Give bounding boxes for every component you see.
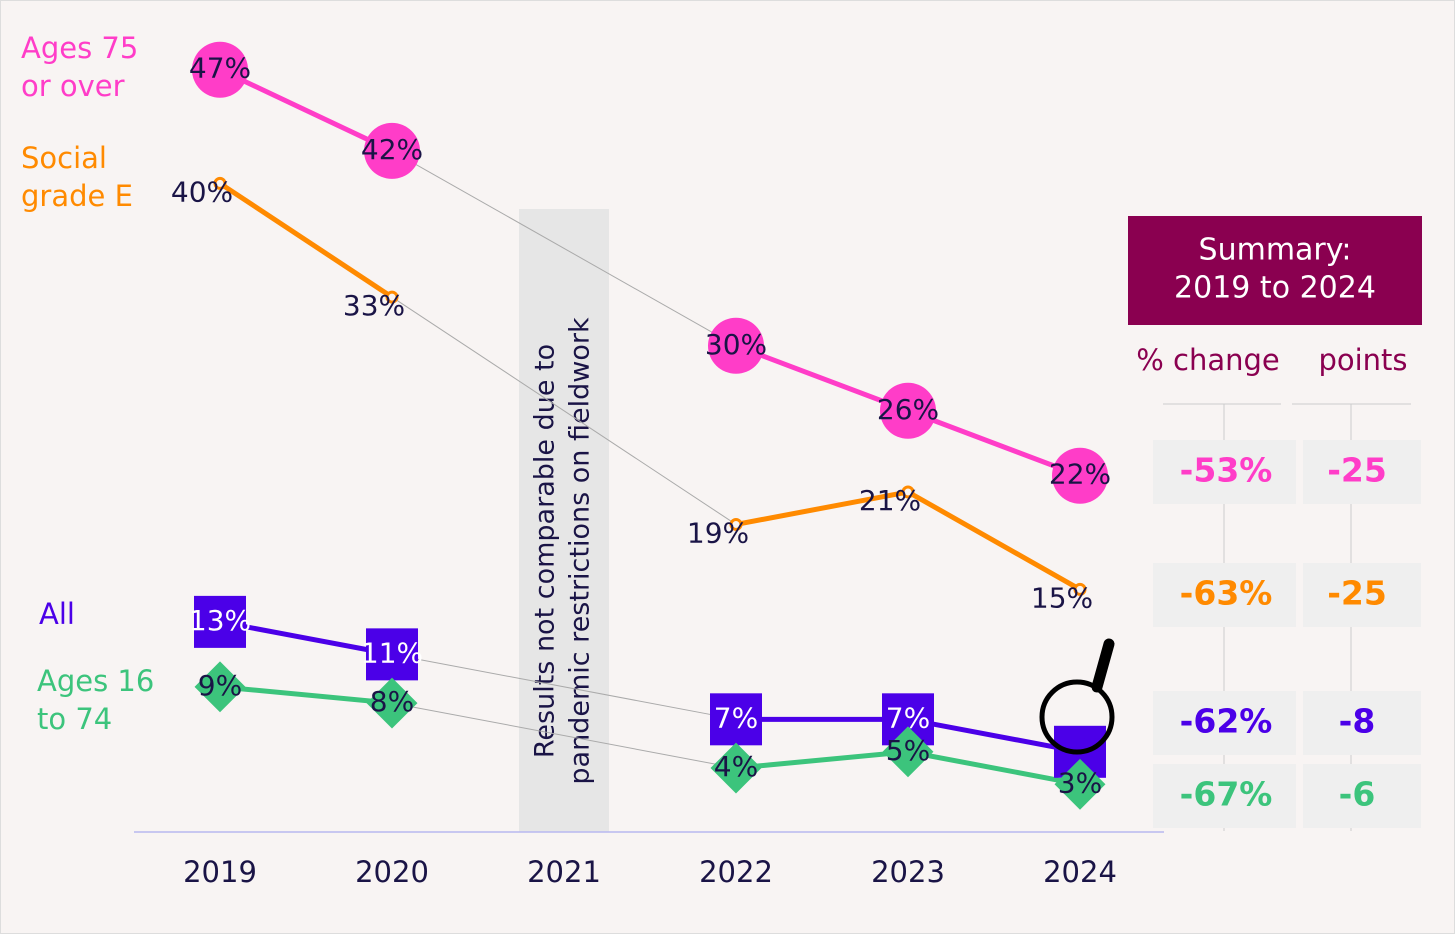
gap-connector — [391, 653, 737, 720]
marker — [1052, 447, 1108, 504]
marker — [194, 595, 246, 648]
summary-cell — [1303, 440, 1421, 504]
legend-label: All — [39, 597, 75, 631]
summary-cell — [1303, 691, 1421, 755]
value-label: 26% — [877, 393, 939, 426]
value-label: 8% — [370, 685, 414, 718]
marker — [901, 485, 915, 499]
gap-connector — [391, 296, 737, 525]
summary-column: % change — [1136, 343, 1280, 377]
summary-cell — [1153, 563, 1296, 627]
value-label: 7% — [886, 701, 930, 734]
x-tick-label: 2021 — [527, 855, 601, 889]
value-label: 9% — [198, 669, 242, 702]
summary-value: -25 — [1327, 451, 1387, 490]
marker — [213, 176, 227, 190]
x-tick-label: 2022 — [699, 855, 773, 889]
value-label: 5% — [886, 734, 930, 767]
annotation: Results not comparable due to — [530, 344, 561, 758]
marker — [710, 742, 762, 794]
series-line — [218, 181, 394, 300]
series-line — [219, 619, 393, 657]
lines — [218, 67, 1082, 787]
legend-label: Ages 75 or over — [21, 31, 139, 103]
gap-band — [519, 209, 609, 832]
value-label: 4% — [714, 750, 758, 783]
summary-value: -25 — [1327, 574, 1387, 613]
x-tick-label: 2020 — [355, 855, 429, 889]
summary-value: -67% — [1180, 775, 1273, 814]
summary-value: -53% — [1180, 451, 1273, 490]
x-tick-label: 2019 — [183, 855, 257, 889]
marker — [194, 661, 246, 713]
marker — [1073, 582, 1087, 596]
annotation: pandemic restrictions on fieldwork — [565, 317, 596, 785]
x-tick-label: 2023 — [871, 855, 945, 889]
marker — [192, 41, 248, 98]
value-label: 33% — [343, 289, 405, 322]
summary-title: Summary: — [1199, 233, 1352, 268]
marker — [882, 726, 934, 778]
value-label: 42% — [361, 133, 423, 166]
marker — [880, 382, 936, 439]
value-label: 19% — [687, 516, 749, 549]
marker — [364, 122, 420, 179]
marker — [708, 317, 764, 374]
marker — [1054, 758, 1106, 810]
value-label: 40% — [171, 175, 233, 208]
summary-value: -8 — [1339, 702, 1376, 741]
value-label: 7% — [714, 701, 758, 734]
value-label: 15% — [1031, 581, 1093, 614]
summary-column: points — [1318, 343, 1407, 377]
x-tick-label: 2024 — [1043, 855, 1117, 889]
marker — [710, 693, 762, 746]
value-label: 21% — [859, 484, 921, 517]
marker — [385, 290, 399, 304]
magnifier — [1039, 638, 1115, 755]
summary-value: -63% — [1180, 574, 1273, 613]
gap-connector — [391, 150, 737, 347]
summary-title: 2019 to 2024 — [1174, 271, 1376, 306]
summary-cell — [1303, 764, 1421, 828]
series-line — [219, 684, 393, 706]
legend-label: Social grade E — [21, 141, 133, 213]
summary-cell — [1303, 563, 1421, 627]
value-label: 22% — [1049, 458, 1111, 491]
marker — [366, 628, 418, 681]
legend-label: Ages 16 to 74 — [37, 664, 155, 736]
value-label: 47% — [189, 52, 251, 85]
summary-cell — [1153, 764, 1296, 828]
summary-cell — [1153, 691, 1296, 755]
marker — [729, 517, 743, 531]
labels: 47% 42% 30% 26% 22% 40% 33% 19% 21% 15% 13% 11% 7% 7%… — [171, 52, 1111, 800]
value-label: 30% — [705, 328, 767, 361]
gap-connector — [391, 702, 737, 769]
summary-value: -62% — [1180, 702, 1273, 741]
value-label: 3% — [1058, 766, 1102, 799]
value-label: 13% — [189, 604, 251, 637]
marker — [366, 677, 418, 729]
summary-value: -6 — [1339, 775, 1376, 814]
value-label: 11% — [361, 636, 423, 669]
series-line — [218, 67, 394, 154]
summary-box — [1128, 216, 1422, 325]
markers — [192, 41, 1108, 810]
summary-cell — [1153, 440, 1296, 504]
